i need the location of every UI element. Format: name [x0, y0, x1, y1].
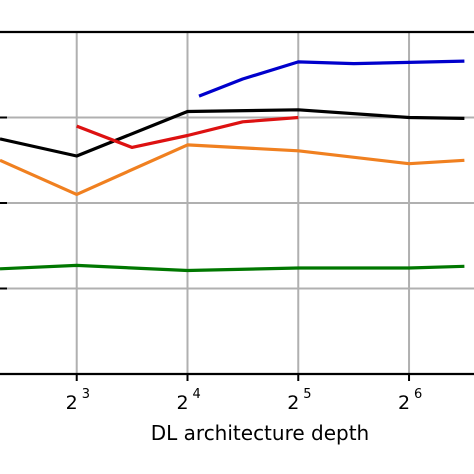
series-line-3 [76, 115, 299, 149]
x-tick-base: 2 [287, 392, 299, 414]
x-tick-base: 2 [176, 392, 188, 414]
x-tick-exponent: 4 [192, 387, 200, 402]
series-line-1 [198, 59, 465, 98]
series-lines [0, 59, 465, 273]
grid-lines [0, 31, 474, 375]
series-line-2 [0, 108, 465, 158]
series-line-4 [0, 143, 465, 196]
plot-frame [0, 30, 474, 376]
x-tick-exponent: 6 [414, 387, 422, 402]
x-axis-label: DL architecture depth [151, 421, 370, 445]
x-tick-base: 2 [66, 392, 78, 414]
x-tick-base: 2 [398, 392, 410, 414]
x-tick-exponent: 5 [303, 387, 311, 402]
series-line-5 [0, 263, 465, 273]
x-tick-exponent: 3 [82, 387, 90, 402]
